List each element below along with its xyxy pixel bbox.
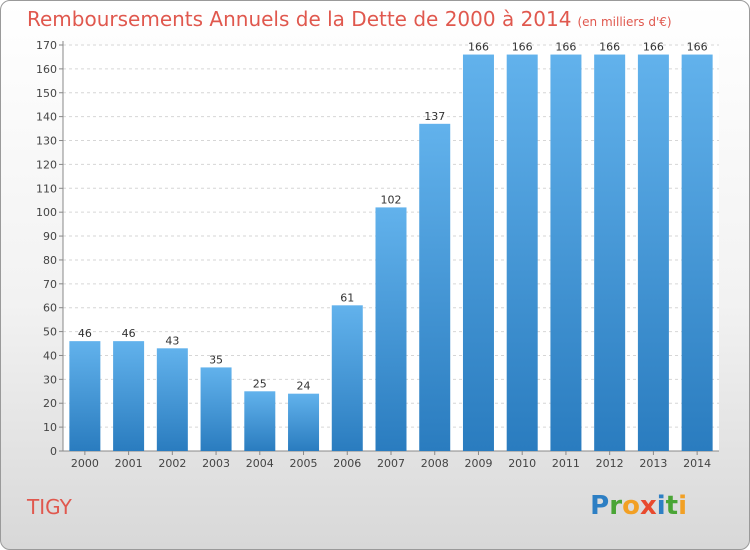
commune-name: TIGY <box>27 495 72 519</box>
bar <box>113 341 145 451</box>
bar <box>637 54 669 451</box>
bar-value-label: 24 <box>297 380 311 393</box>
bar <box>462 54 494 451</box>
logo-letter: x <box>639 491 657 521</box>
bar-value-label: 166 <box>468 41 489 54</box>
y-tick-label: 20 <box>43 397 57 410</box>
bar <box>550 54 582 451</box>
y-tick-label: 0 <box>50 445 57 458</box>
y-tick-label: 50 <box>43 326 57 339</box>
x-tick-label: 2012 <box>596 457 624 470</box>
proxiti-logo: Proxiti <box>590 491 687 521</box>
bar-value-label: 46 <box>78 327 92 340</box>
logo-letter: i <box>678 491 687 521</box>
bar <box>419 123 451 451</box>
bar-value-label: 166 <box>555 41 576 54</box>
x-tick-label: 2005 <box>290 457 318 470</box>
logo-letter: o <box>622 491 640 521</box>
x-tick-label: 2004 <box>246 457 274 470</box>
x-tick-label: 2003 <box>202 457 230 470</box>
x-tick-label: 2002 <box>158 457 186 470</box>
y-tick-label: 100 <box>36 206 57 219</box>
y-tick-label: 120 <box>36 158 57 171</box>
y-tick-label: 150 <box>36 87 57 100</box>
bar <box>69 341 101 451</box>
logo-letter: r <box>609 491 623 521</box>
bar-value-label: 166 <box>643 41 664 54</box>
chart-subtitle: (en milliers d'€) <box>577 15 672 29</box>
x-tick-label: 2000 <box>71 457 99 470</box>
bar <box>156 348 188 451</box>
y-tick-label: 60 <box>43 302 57 315</box>
logo-letter: t <box>665 491 679 521</box>
bar <box>506 54 538 451</box>
y-tick-label: 80 <box>43 254 57 267</box>
bar-value-label: 46 <box>122 327 136 340</box>
logo-letter: P <box>590 491 610 521</box>
x-tick-label: 2006 <box>333 457 361 470</box>
y-tick-label: 40 <box>43 349 57 362</box>
bar <box>288 393 320 451</box>
chart-title-text: Remboursements Annuels de la Dette de 20… <box>27 7 572 31</box>
x-tick-label: 2014 <box>683 457 711 470</box>
x-tick-label: 2009 <box>464 457 492 470</box>
y-tick-label: 90 <box>43 230 57 243</box>
y-tick-label: 10 <box>43 421 57 434</box>
chart-title: Remboursements Annuels de la Dette de 20… <box>27 7 672 31</box>
bar-value-label: 35 <box>209 353 223 366</box>
bar <box>331 305 363 451</box>
y-tick-label: 70 <box>43 278 57 291</box>
bar-value-label: 166 <box>512 41 533 54</box>
y-tick-label: 140 <box>36 111 57 124</box>
bar <box>244 391 276 451</box>
bar-value-label: 43 <box>165 334 179 347</box>
x-tick-label: 2007 <box>377 457 405 470</box>
logo-letter: i <box>656 491 666 521</box>
bar <box>594 54 626 451</box>
bar-value-label: 137 <box>424 110 445 123</box>
y-tick-label: 30 <box>43 373 57 386</box>
bar <box>200 367 232 451</box>
y-tick-label: 160 <box>36 63 57 76</box>
x-tick-label: 2008 <box>421 457 449 470</box>
bar <box>375 207 407 451</box>
y-tick-label: 170 <box>36 39 57 52</box>
x-tick-label: 2013 <box>639 457 667 470</box>
x-tick-label: 2001 <box>115 457 143 470</box>
bar-value-label: 25 <box>253 377 267 390</box>
y-tick-label: 110 <box>36 182 57 195</box>
y-tick-label: 130 <box>36 135 57 148</box>
bar <box>681 54 713 451</box>
x-tick-label: 2010 <box>508 457 536 470</box>
bar-value-label: 166 <box>599 41 620 54</box>
bar-value-label: 102 <box>381 193 402 206</box>
x-tick-label: 2011 <box>552 457 580 470</box>
bar-value-label: 61 <box>340 291 354 304</box>
bar-value-label: 166 <box>687 41 708 54</box>
